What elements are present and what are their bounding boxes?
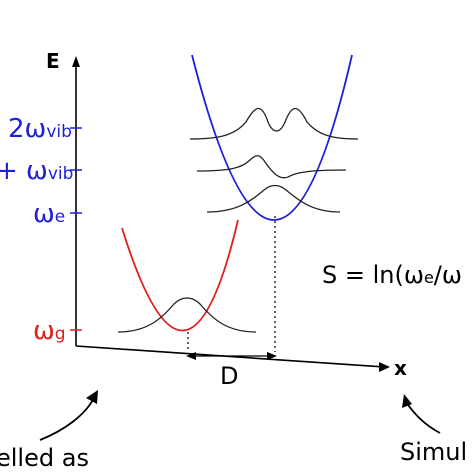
x-axis-label: x	[394, 356, 407, 380]
curved-arrow-right	[405, 401, 441, 434]
label-level2: 2ωvib	[8, 114, 72, 144]
caption-right: Simul	[400, 438, 467, 466]
curved-arrow-left	[39, 397, 95, 441]
wavefunction-ground	[117, 297, 257, 333]
equation-text: S = ln(ωe/ω	[322, 261, 462, 289]
label-level1: + ωvib	[0, 156, 73, 186]
caption-left: elled as	[0, 444, 89, 472]
displacement-arrowhead-right	[267, 352, 277, 360]
displacement-label: D	[220, 362, 238, 390]
curved-arrow-right-head	[402, 394, 412, 408]
ground-state-parabola	[121, 219, 239, 332]
curved-arrow-left-head	[86, 390, 98, 404]
x-axis-arrowhead	[379, 362, 390, 372]
displacement-arrowhead-left	[186, 352, 196, 360]
wavefunction-excited-v1	[196, 155, 347, 179]
wavefunction-excited-v2	[189, 107, 359, 140]
y-axis-arrowhead	[72, 56, 80, 67]
wavefunction-excited-v0	[206, 184, 341, 213]
label-omega-e: ωe	[33, 199, 65, 229]
y-axis-label: E	[46, 49, 60, 73]
excited-state-parabola	[191, 54, 353, 221]
label-omega-g: ωg	[33, 316, 66, 346]
